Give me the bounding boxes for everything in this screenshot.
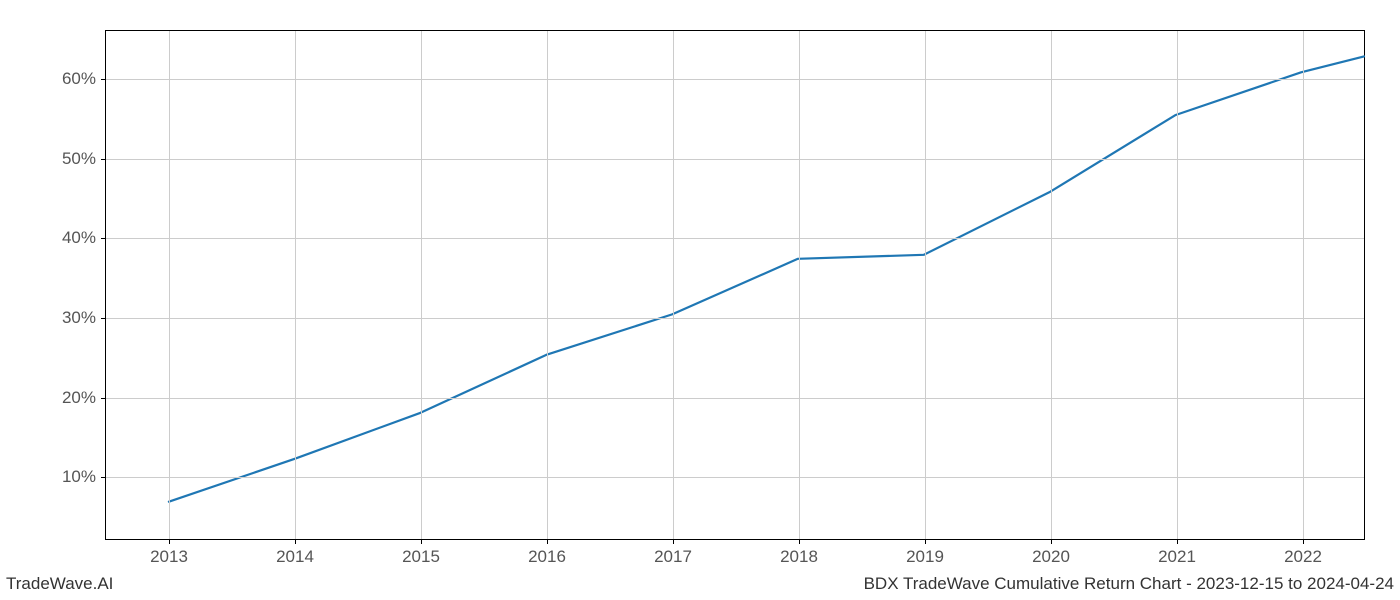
x-tick-label: 2016 (528, 547, 566, 567)
grid-line-horizontal (106, 79, 1364, 80)
grid-line-horizontal (106, 238, 1364, 239)
y-tick-label: 60% (62, 69, 96, 89)
x-tick-mark (799, 539, 800, 544)
series-line (169, 56, 1364, 501)
x-tick-mark (421, 539, 422, 544)
grid-line-vertical (799, 31, 800, 539)
x-tick-mark (925, 539, 926, 544)
x-tick-mark (1303, 539, 1304, 544)
x-tick-label: 2019 (906, 547, 944, 567)
grid-line-vertical (169, 31, 170, 539)
footer-right-text: BDX TradeWave Cumulative Return Chart - … (864, 574, 1394, 594)
x-tick-mark (169, 539, 170, 544)
plot-area: 2013201420152016201720182019202020212022… (105, 30, 1365, 540)
x-tick-label: 2014 (276, 547, 314, 567)
grid-line-vertical (1303, 31, 1304, 539)
x-tick-mark (1051, 539, 1052, 544)
grid-line-horizontal (106, 477, 1364, 478)
y-tick-label: 30% (62, 308, 96, 328)
x-tick-label: 2018 (780, 547, 818, 567)
y-tick-label: 20% (62, 388, 96, 408)
y-tick-mark (101, 318, 106, 319)
grid-line-vertical (925, 31, 926, 539)
grid-line-vertical (421, 31, 422, 539)
y-tick-mark (101, 79, 106, 80)
y-tick-label: 40% (62, 228, 96, 248)
grid-line-vertical (295, 31, 296, 539)
y-tick-mark (101, 398, 106, 399)
y-tick-mark (101, 159, 106, 160)
x-tick-label: 2022 (1284, 547, 1322, 567)
footer-left-text: TradeWave.AI (6, 574, 113, 594)
grid-line-horizontal (106, 318, 1364, 319)
x-tick-label: 2021 (1158, 547, 1196, 567)
x-tick-label: 2017 (654, 547, 692, 567)
x-tick-mark (295, 539, 296, 544)
y-tick-mark (101, 238, 106, 239)
x-tick-label: 2020 (1032, 547, 1070, 567)
x-tick-label: 2013 (150, 547, 188, 567)
x-tick-mark (1177, 539, 1178, 544)
grid-line-vertical (1177, 31, 1178, 539)
grid-line-vertical (1051, 31, 1052, 539)
grid-line-horizontal (106, 398, 1364, 399)
grid-line-horizontal (106, 159, 1364, 160)
x-tick-mark (547, 539, 548, 544)
y-tick-mark (101, 477, 106, 478)
chart-container: 2013201420152016201720182019202020212022… (105, 30, 1365, 540)
x-tick-mark (673, 539, 674, 544)
y-tick-label: 50% (62, 149, 96, 169)
y-tick-label: 10% (62, 467, 96, 487)
grid-line-vertical (547, 31, 548, 539)
grid-line-vertical (673, 31, 674, 539)
x-tick-label: 2015 (402, 547, 440, 567)
